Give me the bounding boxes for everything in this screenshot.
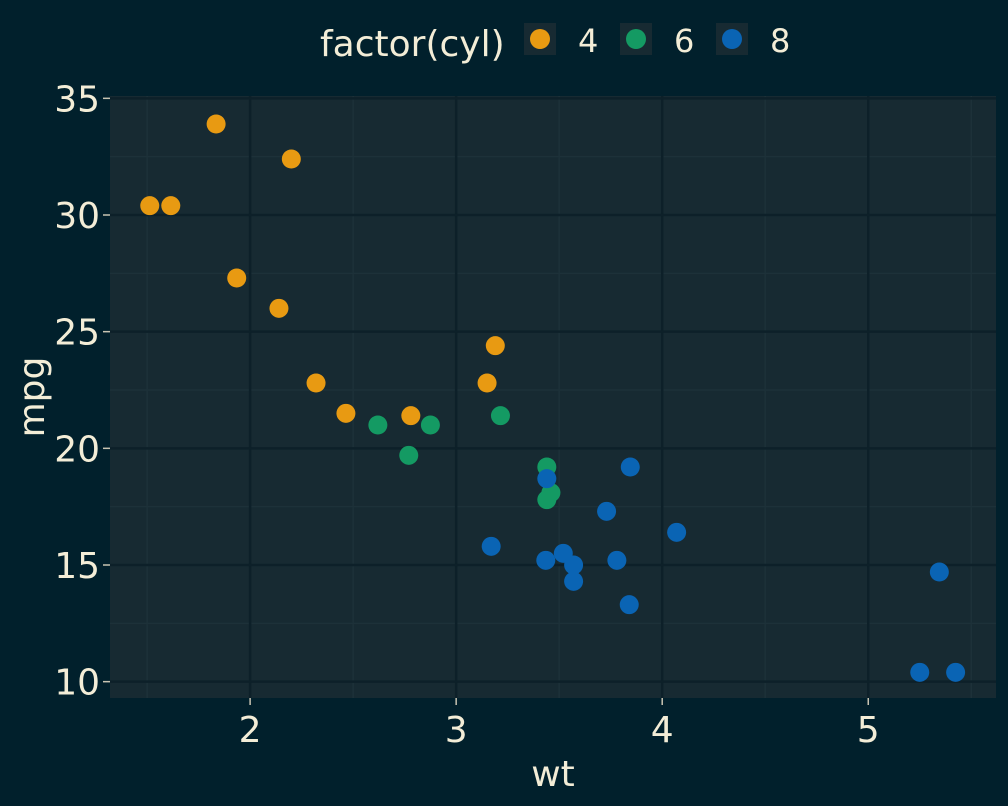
data-point-cyl-8: [910, 662, 930, 682]
major-grid: [110, 96, 996, 698]
data-point-cyl-6: [420, 415, 440, 435]
data-point-cyl-8: [564, 555, 584, 575]
data-points: [140, 114, 966, 682]
data-point-cyl-4: [269, 298, 289, 318]
x-tick-label: 2: [239, 710, 262, 751]
y-tick-label: 30: [54, 196, 100, 237]
data-point-cyl-4: [281, 149, 301, 169]
legend-key-cyl-8: [722, 29, 742, 49]
data-point-cyl-8: [564, 571, 584, 591]
data-point-cyl-8: [536, 550, 556, 570]
data-point-cyl-6: [537, 490, 557, 510]
data-point-cyl-8: [620, 457, 640, 477]
legend-label-cyl-8: 8: [770, 22, 790, 60]
data-point-cyl-4: [161, 196, 181, 216]
legend: factor(cyl) 4 6 8: [320, 22, 790, 65]
y-tick-label: 35: [54, 79, 100, 120]
data-point-cyl-4: [306, 373, 326, 393]
y-tick-label: 10: [54, 663, 100, 704]
data-point-cyl-4: [140, 196, 160, 216]
data-point-cyl-4: [401, 406, 421, 426]
y-tick-label: 20: [54, 429, 100, 470]
data-point-cyl-6: [368, 415, 388, 435]
minor-grid: [110, 96, 996, 698]
legend-label-cyl-4: 4: [578, 22, 598, 60]
data-point-cyl-8: [929, 562, 949, 582]
y-tick-label: 15: [54, 546, 100, 587]
data-point-cyl-8: [607, 550, 627, 570]
plot-panel: [110, 96, 996, 698]
y-axis-title: mpg: [12, 357, 53, 438]
data-point-cyl-4: [227, 268, 247, 288]
data-point-cyl-8: [597, 501, 617, 521]
legend-title: factor(cyl): [320, 24, 505, 65]
data-point-cyl-8: [481, 536, 501, 556]
data-point-cyl-4: [206, 114, 226, 134]
data-point-cyl-8: [537, 469, 557, 489]
axis-ticks: [103, 97, 870, 705]
x-axis-tick-labels: 2 3 4 5: [239, 710, 880, 751]
data-point-cyl-6: [490, 406, 510, 426]
data-point-cyl-4: [336, 403, 356, 423]
legend-key-cyl-4: [530, 29, 550, 49]
x-tick-label: 5: [857, 710, 880, 751]
data-point-cyl-8: [946, 662, 966, 682]
legend-label-cyl-6: 6: [674, 22, 694, 60]
y-tick-label: 25: [54, 313, 100, 354]
data-point-cyl-8: [667, 522, 687, 542]
x-tick-label: 4: [651, 710, 674, 751]
x-axis-title: wt: [531, 754, 575, 795]
data-point-cyl-8: [619, 595, 639, 615]
legend-items: 4 6 8: [524, 22, 790, 60]
data-point-cyl-6: [399, 445, 419, 465]
legend-key-cyl-6: [626, 29, 646, 49]
data-point-cyl-4: [477, 373, 497, 393]
x-tick-label: 3: [445, 710, 468, 751]
y-axis-tick-labels: 10 15 20 25 30 35: [54, 79, 100, 703]
data-point-cyl-4: [485, 336, 505, 356]
